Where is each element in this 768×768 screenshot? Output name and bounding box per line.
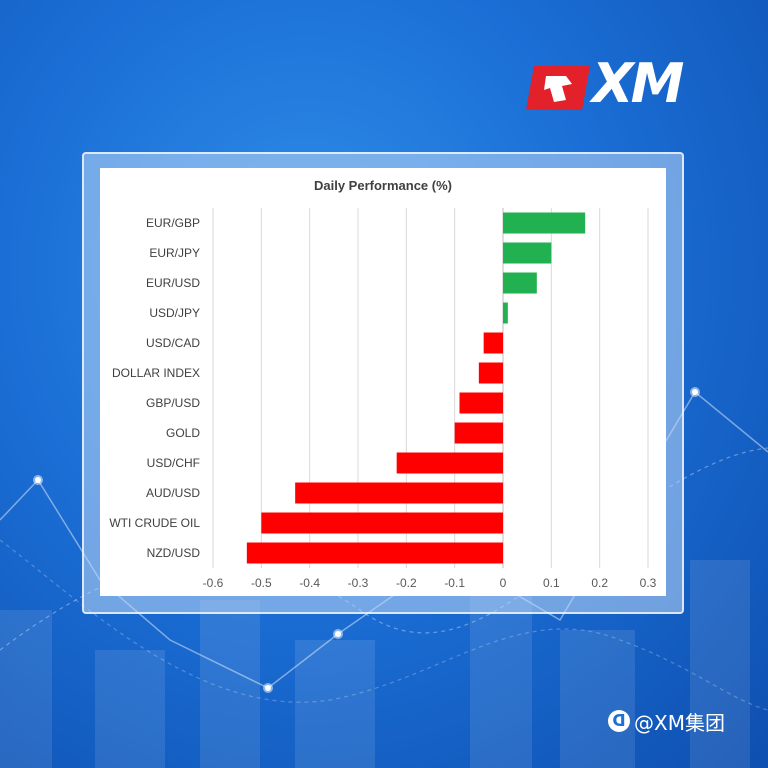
category-label: USD/CHF <box>147 456 200 470</box>
category-label: EUR/USD <box>146 276 200 290</box>
watermark: ᗡ @XM集团 <box>608 705 725 737</box>
bar <box>454 422 503 444</box>
bar <box>503 242 552 264</box>
x-tick-label: -0.5 <box>251 576 272 590</box>
category-label: EUR/JPY <box>149 246 200 260</box>
bar <box>503 212 586 234</box>
category-label: DOLLAR INDEX <box>112 366 200 380</box>
x-tick-label: 0 <box>500 576 507 590</box>
chart-panel: Daily Performance (%) EUR/GBP EUR/JPY EUR/… <box>100 168 666 596</box>
chart-title: Daily Performance (%) <box>314 178 452 193</box>
watermark-text: @XM集团 <box>634 710 725 735</box>
category-label: GBP/USD <box>146 396 200 410</box>
xm-logo-text: XM <box>592 52 684 115</box>
x-tick-label: 0.3 <box>640 576 657 590</box>
category-label: NZD/USD <box>147 546 201 560</box>
xm-logo-mark <box>526 66 590 110</box>
bar <box>503 302 508 324</box>
bar <box>459 392 503 414</box>
category-label: USD/JPY <box>149 306 200 320</box>
category-label: EUR/GBP <box>146 216 200 230</box>
bar <box>483 332 503 354</box>
x-tick-label: -0.2 <box>396 576 417 590</box>
x-tick-label: -0.4 <box>299 576 320 590</box>
bar <box>261 512 503 534</box>
x-tick-label: -0.1 <box>444 576 465 590</box>
category-label: WTI CRUDE OIL <box>109 516 200 530</box>
bar <box>396 452 503 474</box>
bar <box>503 272 537 294</box>
wechat-channel-icon: ᗡ <box>608 710 630 732</box>
bar <box>478 362 503 384</box>
x-tick-label: 0.2 <box>591 576 608 590</box>
category-label: GOLD <box>166 426 200 440</box>
x-tick-label: -0.6 <box>203 576 224 590</box>
bar <box>246 542 504 564</box>
category-label: USD/CAD <box>146 336 200 350</box>
bar-chart: EUR/GBP EUR/JPY EUR/USD USD/JPY USD/CAD DOLLA… <box>109 208 657 590</box>
x-tick-label: 0.1 <box>543 576 560 590</box>
x-tick-label: -0.3 <box>348 576 369 590</box>
bar <box>295 482 503 504</box>
category-label: AUD/USD <box>146 486 200 500</box>
